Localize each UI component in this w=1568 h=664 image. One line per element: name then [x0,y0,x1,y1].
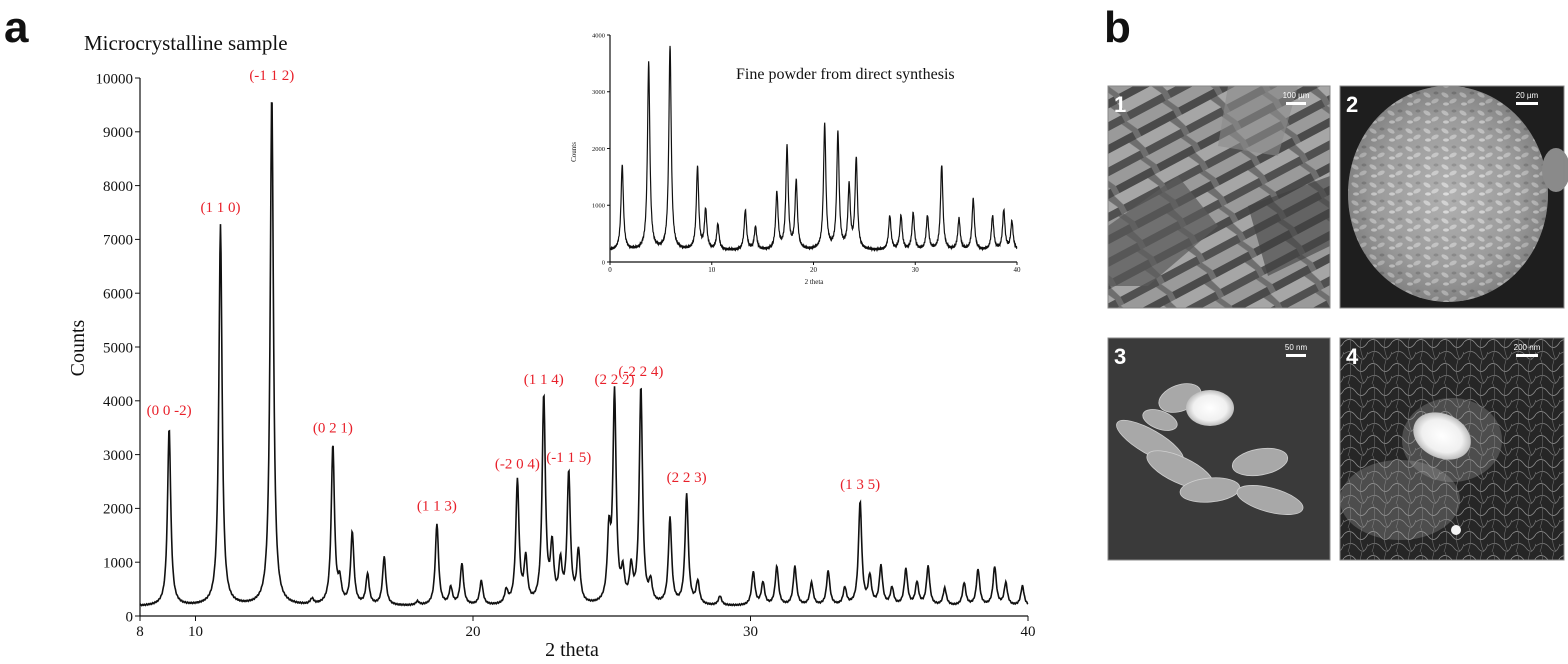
main-x-tick-label: 30 [743,624,758,640]
main-x-axis-label: 2 theta [545,639,599,661]
peak-annotation: (0 0 -2) [147,403,192,419]
micrograph-2: 2 20 µm [1339,85,1568,309]
inset-y-tick-label: 3000 [592,89,605,96]
micrograph-1-scale: 100 µm [1283,91,1310,100]
inset-series-line [609,45,1018,253]
inset-x-tick-label: 10 [708,266,716,274]
micrograph-4: 4 200 nm [1339,337,1565,561]
main-y-tick-label: 5000 [103,340,133,356]
main-y-tick-label: 2000 [103,502,133,518]
micrograph-3-number: 3 [1114,344,1126,369]
main-y-tick-label: 3000 [103,448,133,464]
micrograph-2-number: 2 [1346,92,1358,117]
inset-y-tick-label: 2000 [592,146,605,153]
inset-x-tick-label: 30 [912,266,920,274]
inset-x-tick-label: 20 [810,266,818,274]
main-x-tick-label: 8 [136,624,144,640]
inset-y-tick-label: 4000 [592,32,605,39]
micrograph-3-scale: 50 nm [1285,343,1308,352]
main-x-tick-label: 20 [466,624,481,640]
main-y-tick-label: 7000 [103,233,133,249]
peak-annotation: (-1 1 2) [249,68,294,84]
inset-chart-title: Fine powder from direct synthesis [736,66,955,83]
micrograph-3: 3 50 nm [1107,337,1331,561]
main-y-tick-label: 1000 [103,555,133,571]
main-y-tick-label: 0 [126,609,134,625]
inset-axes [607,34,1018,265]
peak-annotation: (-1 1 5) [546,450,591,466]
main-x-tick-label: 10 [188,624,203,640]
inset-y-axis-label: Counts [570,142,578,162]
micrograph-1-number: 1 [1114,92,1126,117]
panel-label-a: a [4,3,29,52]
micrograph-3-scale-bar [1286,354,1306,357]
inset-x-axis-label: 2 theta [805,278,825,286]
main-xrd-chart: Microcrystalline sample Counts 2 theta 8… [67,31,1036,661]
inset-xrd-chart: Fine powder from direct synthesis Counts… [570,32,1021,286]
micrograph-1: 1 100 µm [1107,85,1331,309]
main-y-axis-label: Counts [67,319,89,376]
micrograph-4-scale: 200 nm [1514,343,1541,352]
main-tick-labels: 8 10 20 30 400100020003000400050006000700080… [96,71,1036,640]
main-axes [135,77,1029,621]
peak-annotation: (2 2 3) [667,470,707,486]
main-y-tick-label: 6000 [103,286,133,302]
main-series-line [139,102,1029,607]
micrograph-1-scale-bar [1286,102,1306,105]
peak-annotation: (1 1 3) [417,499,457,515]
peak-annotation: (1 3 5) [840,477,880,493]
peak-annotation: (-2 0 4) [495,457,540,473]
main-y-tick-label: 4000 [103,394,133,410]
main-peak-annotations: (0 0 -2) (1 1 0) (-1 1 2) (0 2 1) (1 1 3) (-2… [147,68,880,514]
inset-y-tick-label: 0 [602,259,605,266]
peak-annotation: (1 1 4) [524,372,564,388]
micrograph-4-scale-bar [1516,354,1538,357]
main-y-tick-label: 10000 [96,71,134,87]
peak-annotation: (2 2 2) [595,372,635,388]
peak-annotation: (-2 2 4) [618,364,663,380]
micrograph-2-scale-bar [1516,102,1538,105]
inset-x-tick-label: 0 [608,266,612,274]
main-x-tick-label: 40 [1021,624,1036,640]
micrograph-2-scale: 20 µm [1516,91,1539,100]
micrograph-4-number: 4 [1346,344,1359,369]
peak-annotation: (0 2 1) [313,421,353,437]
peak-annotation: (1 1 0) [200,200,240,216]
main-y-tick-label: 8000 [103,179,133,195]
main-y-tick-label: 9000 [103,125,133,141]
main-chart-title: Microcrystalline sample [84,31,288,55]
inset-y-tick-label: 1000 [592,203,605,210]
panel-label-b: b [1104,3,1131,52]
inset-tick-labels: 0 10 20 30 40 0 1000 2000 3000 4000 [592,32,1021,274]
inset-x-tick-label: 40 [1014,266,1022,274]
